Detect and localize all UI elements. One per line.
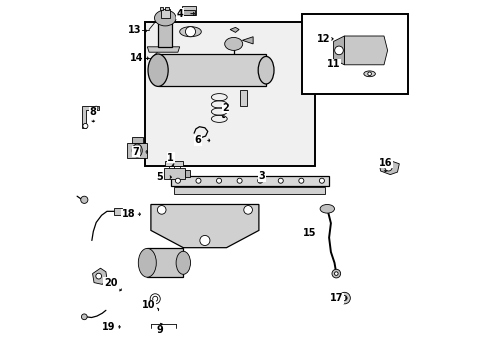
Bar	[127, 143, 147, 158]
Bar	[302, 14, 407, 94]
Polygon shape	[147, 47, 179, 52]
Bar	[170, 176, 328, 186]
Ellipse shape	[200, 235, 209, 246]
Polygon shape	[151, 204, 258, 248]
Ellipse shape	[331, 269, 340, 278]
Bar	[158, 18, 172, 47]
Text: 17: 17	[329, 293, 343, 303]
Ellipse shape	[319, 178, 324, 183]
Ellipse shape	[338, 292, 349, 304]
Ellipse shape	[244, 206, 252, 214]
Bar	[174, 187, 325, 194]
Ellipse shape	[134, 147, 140, 154]
Polygon shape	[333, 36, 344, 65]
Ellipse shape	[367, 72, 371, 76]
Bar	[158, 54, 265, 86]
Polygon shape	[82, 106, 99, 128]
Text: 15: 15	[302, 228, 315, 238]
Bar	[147, 248, 183, 277]
Ellipse shape	[196, 178, 201, 183]
Ellipse shape	[154, 10, 176, 26]
Text: 18: 18	[122, 209, 135, 219]
Text: 19: 19	[102, 322, 115, 332]
Ellipse shape	[216, 178, 221, 183]
Text: 12: 12	[316, 34, 330, 44]
Ellipse shape	[81, 196, 88, 203]
Text: 6: 6	[194, 135, 201, 145]
Ellipse shape	[82, 123, 88, 129]
Polygon shape	[132, 137, 142, 143]
Ellipse shape	[384, 164, 391, 171]
Ellipse shape	[334, 46, 343, 55]
Text: 11: 11	[326, 59, 340, 69]
Text: 13: 13	[128, 24, 142, 35]
Bar	[183, 10, 194, 15]
Ellipse shape	[132, 144, 142, 157]
Ellipse shape	[298, 178, 303, 183]
Ellipse shape	[96, 273, 102, 279]
Ellipse shape	[81, 314, 87, 320]
Ellipse shape	[150, 294, 160, 304]
Ellipse shape	[363, 71, 375, 77]
Ellipse shape	[138, 248, 156, 277]
Ellipse shape	[342, 296, 346, 301]
Bar	[160, 7, 163, 10]
Text: 4: 4	[176, 9, 183, 19]
Bar	[185, 170, 190, 177]
Ellipse shape	[148, 54, 168, 86]
Polygon shape	[344, 36, 387, 65]
Polygon shape	[242, 37, 253, 44]
Ellipse shape	[179, 27, 201, 37]
Ellipse shape	[152, 296, 158, 301]
Text: 10: 10	[142, 300, 156, 310]
Polygon shape	[379, 161, 399, 175]
Ellipse shape	[185, 27, 195, 37]
Text: 3: 3	[258, 171, 264, 181]
Bar	[240, 90, 246, 106]
Text: 2: 2	[222, 103, 228, 113]
Text: 16: 16	[378, 158, 391, 168]
Text: 1: 1	[167, 153, 174, 163]
Ellipse shape	[258, 57, 273, 84]
Text: 5: 5	[156, 172, 163, 182]
Text: 20: 20	[103, 278, 117, 288]
Ellipse shape	[94, 106, 98, 110]
Bar	[114, 208, 122, 215]
Ellipse shape	[176, 251, 190, 274]
Text: 9: 9	[156, 325, 163, 336]
Bar	[163, 168, 185, 179]
Ellipse shape	[157, 206, 166, 214]
Ellipse shape	[334, 272, 337, 275]
Bar	[161, 9, 170, 18]
Ellipse shape	[175, 178, 180, 183]
Bar	[165, 7, 168, 10]
Text: 14: 14	[129, 53, 143, 63]
Bar	[165, 161, 183, 166]
Polygon shape	[230, 27, 239, 32]
Ellipse shape	[257, 178, 262, 183]
Ellipse shape	[237, 178, 242, 183]
Polygon shape	[92, 268, 107, 284]
Ellipse shape	[224, 37, 242, 50]
Text: 8: 8	[90, 107, 97, 117]
Ellipse shape	[320, 204, 334, 213]
Ellipse shape	[278, 178, 283, 183]
Bar	[145, 22, 314, 166]
Bar	[182, 6, 196, 15]
Text: 7: 7	[132, 147, 139, 157]
